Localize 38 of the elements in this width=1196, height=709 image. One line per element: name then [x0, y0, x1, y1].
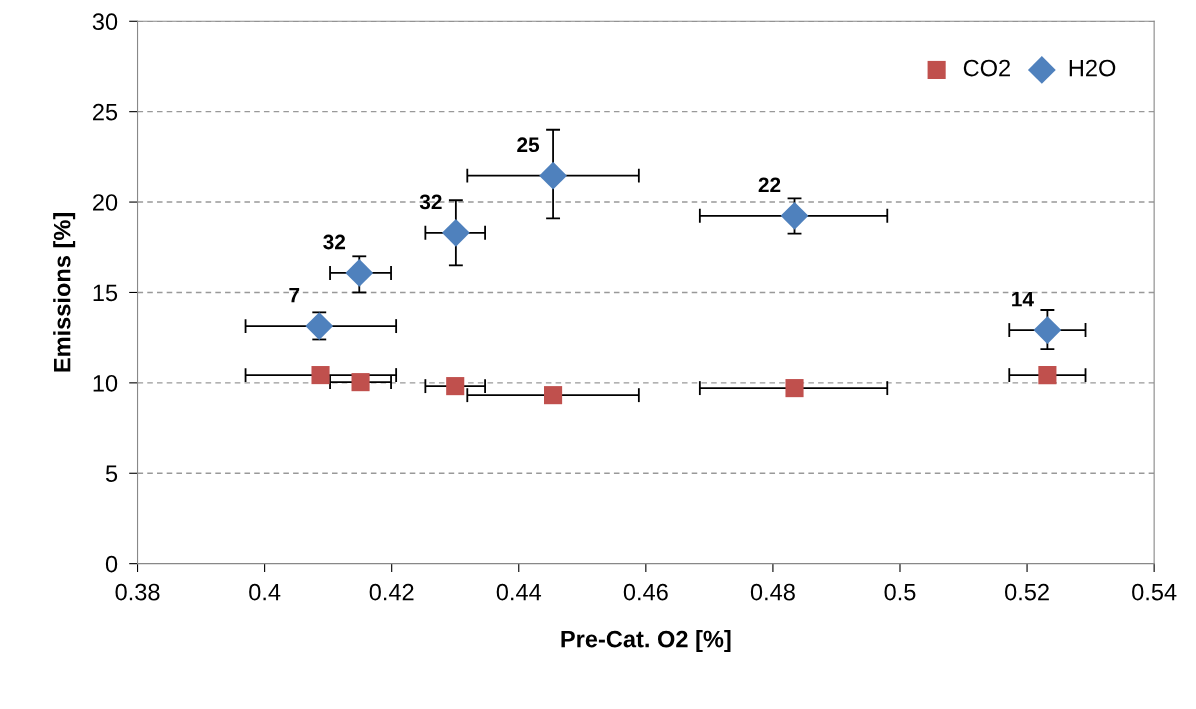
point	[1038, 366, 1057, 385]
point	[305, 312, 334, 340]
annotation: 25	[517, 137, 540, 153]
point	[1033, 316, 1062, 344]
y-tick-label: 20	[93, 194, 118, 211]
point	[441, 218, 470, 247]
annotation: 32	[323, 234, 346, 250]
y-axis-title: Emissions [%]	[53, 213, 76, 372]
x-tick-label: 0.54	[1132, 583, 1177, 601]
point	[351, 373, 370, 392]
x-tick-label: 0.4	[249, 583, 281, 601]
point	[544, 386, 563, 405]
y-tick-label: 30	[92, 13, 118, 31]
x-tick-label: 0.46	[623, 583, 668, 601]
y-tick-label: 10	[93, 374, 118, 392]
point	[539, 161, 567, 190]
y-tick-label: 25	[93, 103, 118, 121]
point	[780, 201, 809, 230]
x-axis-title: Pre-Cat. O2 [%]	[561, 630, 731, 653]
x-tick-label: 0.48	[750, 583, 795, 601]
point	[311, 366, 330, 385]
annotation: 32	[419, 194, 442, 210]
x-tick-label: 0.38	[115, 583, 160, 601]
x-tick-label: 0.5	[884, 583, 916, 601]
y-tick-label: 0	[105, 555, 118, 573]
legend-label: H2O	[1069, 59, 1116, 77]
annotation: 7	[289, 287, 300, 303]
x-tick-label: 0.44	[496, 583, 542, 601]
annotation: 22	[758, 177, 781, 193]
y-tick-label: 5	[105, 465, 118, 483]
y-tick-label: 15	[93, 284, 118, 302]
x-tick-label: 0.52	[1005, 583, 1049, 601]
x-tick-label: 0.42	[369, 583, 414, 601]
point	[446, 377, 465, 396]
point	[785, 379, 804, 398]
point	[345, 259, 374, 287]
legend-label: CO2	[963, 59, 1010, 77]
annotation: 14	[1012, 291, 1034, 307]
